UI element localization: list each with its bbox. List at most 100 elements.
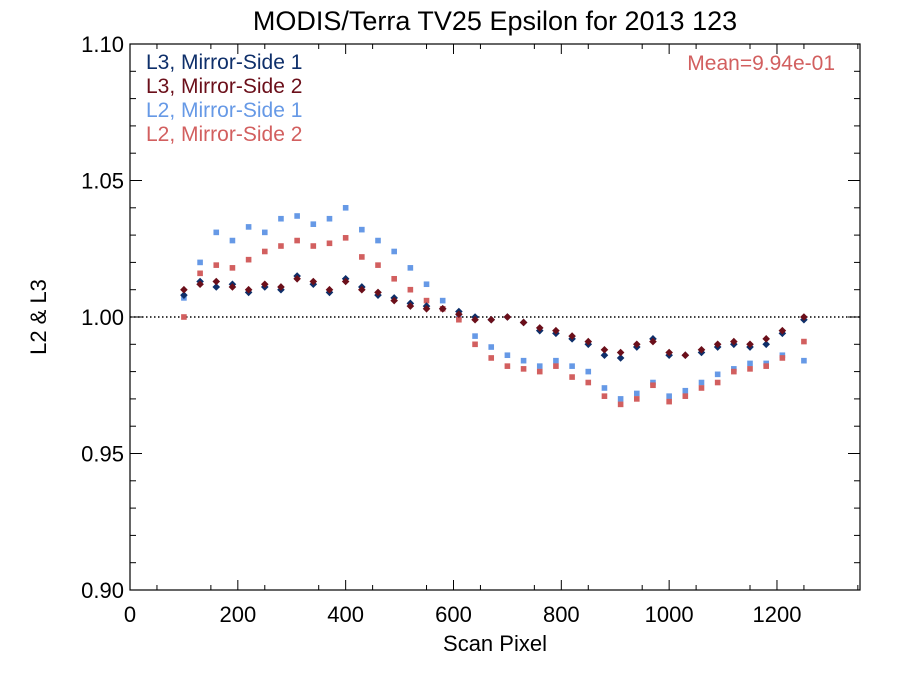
data-point xyxy=(552,326,560,335)
data-point xyxy=(763,363,769,369)
data-point xyxy=(504,352,511,359)
data-point xyxy=(260,280,269,289)
data-point xyxy=(714,379,721,386)
y-tick-label: 1.05 xyxy=(81,169,124,194)
data-point xyxy=(649,337,657,346)
legend-entry: L3, Mirror-Side 1 xyxy=(146,51,302,74)
data-point xyxy=(666,393,672,399)
data-point xyxy=(682,387,689,394)
y-tick-label: 0.95 xyxy=(81,442,124,467)
data-point xyxy=(310,221,317,227)
series-points xyxy=(181,235,807,408)
series-points xyxy=(180,274,808,360)
data-point xyxy=(391,248,397,255)
data-point xyxy=(762,335,770,343)
x-axis: 0 200 400 600 800 1000 1200 xyxy=(124,44,859,627)
data-point xyxy=(391,275,397,282)
y-tick-label: 0.90 xyxy=(81,578,124,603)
data-point xyxy=(375,262,381,268)
data-point xyxy=(212,277,221,286)
data-point xyxy=(325,285,334,294)
data-point xyxy=(762,340,770,349)
data-point xyxy=(633,396,640,402)
data-point xyxy=(278,243,284,249)
data-point xyxy=(553,363,559,369)
data-point xyxy=(682,393,689,399)
data-point xyxy=(698,385,705,391)
data-point xyxy=(439,297,446,304)
data-point xyxy=(261,248,268,255)
data-point xyxy=(244,285,253,294)
chart-title: MODIS/Terra TV25 Epsilon for 2013 123 xyxy=(253,6,737,36)
x-axis-label: Scan Pixel xyxy=(443,631,547,656)
x-tick-label: 0 xyxy=(124,602,136,627)
data-point xyxy=(747,366,753,372)
data-point xyxy=(800,313,808,321)
data-point xyxy=(617,396,624,402)
data-point xyxy=(503,313,512,321)
data-point xyxy=(278,215,284,222)
data-point xyxy=(665,348,673,357)
data-point xyxy=(600,351,609,360)
data-point xyxy=(406,302,415,310)
data-point xyxy=(342,235,349,241)
legend-entry: L2, Mirror-Side 2 xyxy=(146,123,302,146)
data-point xyxy=(504,363,511,369)
x-tick-label: 1200 xyxy=(752,602,801,627)
x-tick-label: 1000 xyxy=(645,602,694,627)
data-point xyxy=(180,291,188,299)
data-point xyxy=(568,332,576,340)
data-point xyxy=(277,283,285,291)
data-point xyxy=(438,305,447,313)
data-point xyxy=(569,374,575,380)
x-tick-label: 200 xyxy=(219,602,256,627)
data-point xyxy=(697,345,706,354)
data-point xyxy=(746,340,754,349)
data-points xyxy=(180,205,808,408)
data-point xyxy=(650,382,656,389)
data-point xyxy=(390,296,398,305)
data-point xyxy=(229,237,236,244)
data-point xyxy=(294,237,300,244)
data-point xyxy=(342,205,349,211)
data-point xyxy=(569,363,575,369)
y-axis: 0.90 0.95 1.00 1.05 1.10 xyxy=(81,32,860,603)
x-tick-label: 800 xyxy=(543,602,580,627)
y-tick-label: 1.10 xyxy=(81,32,124,57)
data-point xyxy=(601,385,608,391)
data-point xyxy=(326,240,333,247)
data-point xyxy=(423,281,430,288)
data-point xyxy=(422,305,431,313)
data-point xyxy=(245,224,252,230)
data-point xyxy=(698,379,705,386)
data-point xyxy=(714,371,721,378)
legend-entry: L3, Mirror-Side 2 xyxy=(146,75,302,98)
data-point xyxy=(616,348,625,357)
data-point xyxy=(228,283,237,291)
data-point xyxy=(488,344,495,350)
data-point xyxy=(520,366,527,372)
x-tick-label: 400 xyxy=(327,602,364,627)
data-point xyxy=(617,401,624,408)
data-point xyxy=(212,283,221,291)
data-point xyxy=(423,297,430,304)
data-point xyxy=(584,337,593,346)
data-point xyxy=(666,398,672,405)
data-point xyxy=(747,360,753,367)
data-point xyxy=(600,345,609,354)
data-point xyxy=(520,357,527,364)
data-point xyxy=(196,280,204,289)
data-point xyxy=(801,338,807,345)
data-point xyxy=(633,390,640,397)
data-point xyxy=(731,368,737,375)
data-point xyxy=(456,316,462,323)
data-point xyxy=(407,286,414,293)
data-point xyxy=(471,315,479,324)
data-point xyxy=(455,310,463,319)
data-point xyxy=(536,363,543,369)
mean-annotation: Mean=9.94e-01 xyxy=(687,52,835,75)
data-point xyxy=(585,379,592,386)
data-point xyxy=(730,337,738,346)
legend-entry: L2, Mirror-Side 1 xyxy=(146,99,302,122)
x-tick-label: 600 xyxy=(435,602,472,627)
